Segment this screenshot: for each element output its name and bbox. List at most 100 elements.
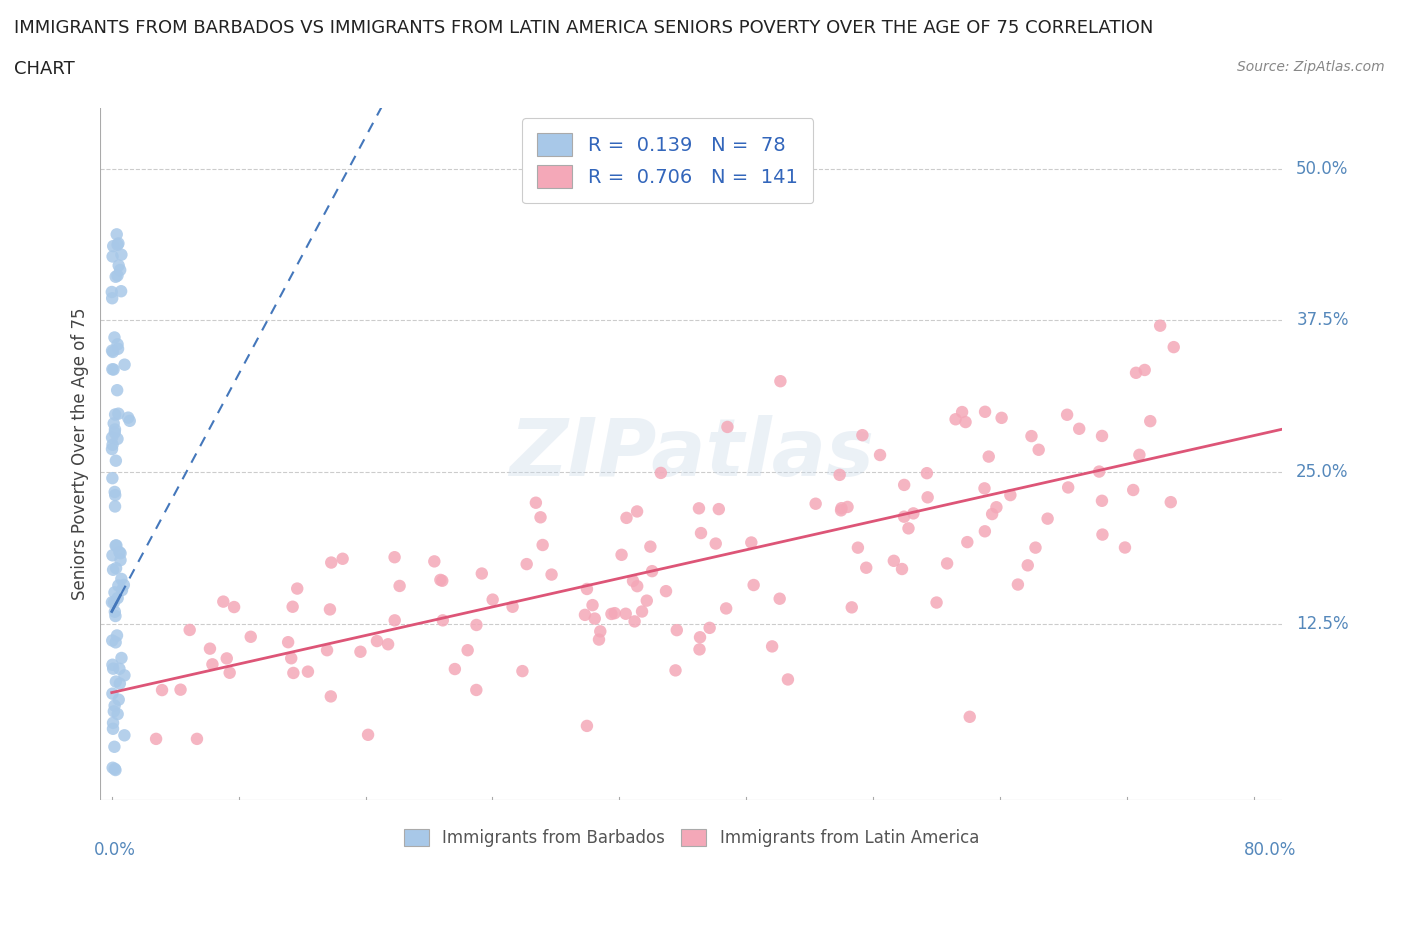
Point bbox=[776, 672, 799, 687]
Point bbox=[239, 630, 262, 644]
Point bbox=[198, 641, 221, 656]
Point bbox=[655, 584, 678, 599]
Point bbox=[104, 698, 127, 713]
Point bbox=[107, 341, 129, 356]
Point bbox=[110, 572, 132, 587]
Point bbox=[1133, 363, 1156, 378]
Point bbox=[107, 406, 129, 421]
Point bbox=[316, 643, 339, 658]
Point bbox=[830, 500, 852, 515]
Point bbox=[101, 563, 124, 578]
Point bbox=[103, 239, 125, 254]
Point bbox=[1000, 487, 1022, 502]
Point bbox=[915, 466, 938, 481]
Point bbox=[524, 496, 547, 511]
Point bbox=[688, 501, 710, 516]
Point bbox=[145, 731, 167, 746]
Point bbox=[101, 431, 124, 445]
Point bbox=[101, 249, 124, 264]
Text: ZIPatlas: ZIPatlas bbox=[509, 415, 873, 493]
Point bbox=[457, 643, 479, 658]
Point bbox=[641, 564, 664, 578]
Point bbox=[101, 362, 124, 377]
Point bbox=[280, 651, 302, 666]
Point bbox=[104, 762, 127, 777]
Point bbox=[1028, 443, 1050, 458]
Point bbox=[117, 410, 139, 425]
Point bbox=[103, 739, 125, 754]
Point bbox=[956, 535, 979, 550]
Point bbox=[581, 598, 603, 613]
Point bbox=[707, 501, 730, 516]
Y-axis label: Seniors Poverty Over the Age of 75: Seniors Poverty Over the Age of 75 bbox=[72, 308, 89, 600]
Point bbox=[104, 604, 127, 619]
Point bbox=[332, 551, 354, 566]
Point bbox=[224, 600, 246, 615]
Point bbox=[897, 521, 920, 536]
Point bbox=[104, 485, 127, 499]
Point bbox=[761, 639, 783, 654]
Point bbox=[104, 422, 127, 437]
Point bbox=[384, 613, 406, 628]
Point bbox=[1139, 414, 1161, 429]
Point bbox=[623, 614, 645, 629]
Point bbox=[588, 632, 610, 647]
Point bbox=[936, 556, 959, 571]
Point bbox=[103, 704, 125, 719]
Point bbox=[104, 763, 127, 777]
Point bbox=[104, 270, 127, 285]
Point bbox=[650, 466, 672, 481]
Point bbox=[1091, 429, 1114, 444]
Point bbox=[465, 618, 488, 632]
Point bbox=[830, 503, 852, 518]
Text: 50.0%: 50.0% bbox=[1296, 160, 1348, 178]
Point bbox=[429, 573, 451, 588]
Point bbox=[105, 628, 128, 643]
Point bbox=[101, 548, 124, 563]
Point bbox=[1160, 495, 1182, 510]
Point bbox=[104, 608, 127, 623]
Point bbox=[110, 247, 132, 262]
Point bbox=[105, 561, 128, 576]
Point bbox=[101, 291, 124, 306]
Point bbox=[107, 259, 129, 273]
Point bbox=[423, 554, 446, 569]
Point bbox=[1069, 421, 1091, 436]
Point bbox=[575, 719, 598, 734]
Point bbox=[101, 437, 124, 452]
Point bbox=[112, 578, 135, 592]
Point bbox=[589, 624, 612, 639]
Point bbox=[104, 635, 127, 650]
Point bbox=[201, 657, 224, 671]
Point bbox=[1036, 512, 1059, 526]
Point bbox=[583, 611, 606, 626]
Point bbox=[283, 666, 305, 681]
Point bbox=[1125, 365, 1147, 380]
Point bbox=[626, 504, 648, 519]
Point bbox=[1024, 540, 1046, 555]
Point bbox=[101, 595, 124, 610]
Point bbox=[769, 374, 792, 389]
Point bbox=[104, 487, 127, 502]
Point bbox=[111, 583, 134, 598]
Point bbox=[955, 415, 977, 430]
Point bbox=[101, 442, 124, 457]
Point bbox=[105, 227, 128, 242]
Point bbox=[740, 535, 762, 550]
Point bbox=[319, 602, 342, 617]
Point bbox=[107, 692, 129, 707]
Text: 37.5%: 37.5% bbox=[1296, 312, 1348, 329]
Point bbox=[384, 550, 406, 565]
Point bbox=[432, 613, 454, 628]
Point bbox=[105, 538, 128, 552]
Point bbox=[610, 548, 633, 563]
Point bbox=[114, 357, 136, 372]
Point bbox=[575, 581, 598, 596]
Point bbox=[600, 606, 623, 621]
Point bbox=[285, 581, 308, 596]
Point bbox=[891, 562, 914, 577]
Point bbox=[481, 592, 503, 607]
Point bbox=[108, 545, 131, 560]
Point bbox=[893, 510, 915, 525]
Text: 25.0%: 25.0% bbox=[1296, 463, 1348, 481]
